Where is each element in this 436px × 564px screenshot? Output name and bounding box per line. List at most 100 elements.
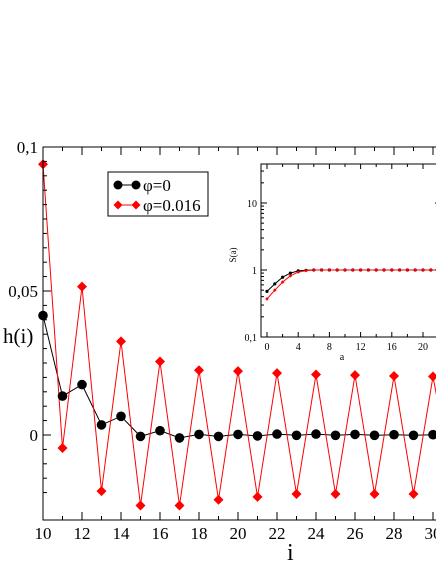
inset-plot-frame xyxy=(260,163,436,338)
inset-point-red xyxy=(288,273,293,278)
inset-point-red xyxy=(319,268,324,272)
data-point-phi016 xyxy=(194,365,204,376)
inset-point-red xyxy=(304,268,308,273)
inset-point-red xyxy=(327,268,332,272)
data-point-phi0 xyxy=(174,433,185,443)
data-point-phi0 xyxy=(194,429,204,440)
data-point-phi016 xyxy=(155,356,165,367)
data-point-phi016 xyxy=(330,489,341,500)
data-point-phi0 xyxy=(291,430,302,441)
legend-label-phi016: φ=0.016 xyxy=(143,196,201,215)
data-point-phi016 xyxy=(428,371,436,382)
data-point-phi016 xyxy=(77,281,87,292)
data-point-phi016 xyxy=(350,370,360,381)
inset-y-tick-label: 10 xyxy=(247,199,257,210)
legend-label-phi0: φ=0 xyxy=(143,176,171,195)
data-point-phi0 xyxy=(96,420,107,430)
data-point-phi0 xyxy=(311,429,321,439)
inset-point-red xyxy=(397,268,402,272)
main-legend: φ=0 φ=0.016 xyxy=(107,171,209,217)
legend-marker-phi0 xyxy=(131,180,141,190)
data-point-phi016 xyxy=(116,336,126,347)
legend-box xyxy=(107,171,209,217)
inset-y-axis: 0,1 1 10 xyxy=(245,170,436,344)
y-tick-label: 0,05 xyxy=(8,282,38,301)
data-point-phi016 xyxy=(233,366,243,377)
inset-x-tick-label: 12 xyxy=(356,342,366,353)
x-tick-label: 24 xyxy=(308,524,326,543)
data-point-phi016 xyxy=(272,368,282,379)
inset-y-tick-label: 0,1 xyxy=(245,333,258,344)
inset-point-red xyxy=(312,268,316,272)
data-point-phi0 xyxy=(272,429,282,439)
inset-x-axis-label: a xyxy=(340,352,345,363)
inset-point-red xyxy=(382,268,386,272)
x-tick-label: 16 xyxy=(152,524,169,543)
data-point-phi0 xyxy=(213,431,224,442)
inset-point-red xyxy=(296,270,300,274)
data-point-phi0 xyxy=(408,430,419,441)
inset-point-red xyxy=(280,280,285,284)
inset-point-red xyxy=(265,297,269,301)
main-y-axis-label: h(i) xyxy=(3,324,33,348)
y-tick-label: 0,1 xyxy=(17,138,38,157)
x-tick-label: 22 xyxy=(269,524,286,543)
data-point-phi0 xyxy=(369,430,380,441)
inset-point-red xyxy=(413,268,417,272)
inset-background xyxy=(250,160,436,343)
data-point-phi016 xyxy=(213,494,224,505)
data-point-phi016 xyxy=(291,489,302,500)
data-point-phi016 xyxy=(135,500,146,511)
legend-marker-phi0 xyxy=(113,180,123,190)
inset-point-red xyxy=(366,268,371,272)
data-point-phi0 xyxy=(116,411,126,422)
main-x-axis-label: i xyxy=(287,540,294,564)
x-tick-label: 18 xyxy=(191,524,208,543)
inset-x-axis: 04812162024 xyxy=(265,164,428,353)
data-point-phi0 xyxy=(330,430,341,441)
inset-point-red xyxy=(335,268,339,272)
data-point-phi0 xyxy=(389,429,399,440)
data-point-phi016 xyxy=(408,489,419,500)
inset-point-black xyxy=(288,271,292,275)
data-point-phi0 xyxy=(155,425,165,436)
x-tick-label: 30 xyxy=(425,524,436,543)
inset-point-red xyxy=(421,268,425,272)
inset-point-red xyxy=(429,268,433,272)
inset-point-red xyxy=(351,268,355,272)
legend-marker-phi016 xyxy=(113,200,123,210)
inset-point-red xyxy=(374,268,378,272)
data-point-phi0 xyxy=(77,379,87,390)
inset-x-tick-label: 16 xyxy=(387,342,397,353)
x-tick-label: 10 xyxy=(35,524,52,543)
data-point-phi0 xyxy=(252,431,263,441)
inset-y-axis-label: S(a) xyxy=(228,248,238,263)
data-point-phi0 xyxy=(233,429,243,440)
data-point-phi0 xyxy=(428,429,436,440)
inset-y-tick-label: 1 xyxy=(252,266,257,277)
data-point-phi016 xyxy=(389,370,399,381)
x-tick-label: 26 xyxy=(347,524,364,543)
inset-series-markers xyxy=(265,268,433,301)
data-point-phi016 xyxy=(57,442,68,453)
inset-x-tick-label: 20 xyxy=(418,342,428,353)
data-point-phi0 xyxy=(57,391,68,401)
data-point-phi016 xyxy=(96,486,107,497)
data-point-phi016 xyxy=(174,500,185,511)
y-tick-label: 0 xyxy=(30,426,39,445)
main-plot-frame xyxy=(42,146,436,521)
x-tick-label: 20 xyxy=(230,524,247,543)
main-y-axis: 0 0,05 0,1 xyxy=(8,138,436,494)
inset-point-red xyxy=(358,268,363,272)
data-point-phi0 xyxy=(350,429,360,440)
inset-x-tick-label: 8 xyxy=(327,342,332,353)
data-point-phi0 xyxy=(135,431,146,442)
data-point-phi016 xyxy=(311,369,321,380)
x-tick-label: 28 xyxy=(386,524,403,543)
inset-x-tick-label: 0 xyxy=(265,342,270,353)
inset-point-black xyxy=(265,289,269,293)
inset-point-red xyxy=(273,288,277,292)
